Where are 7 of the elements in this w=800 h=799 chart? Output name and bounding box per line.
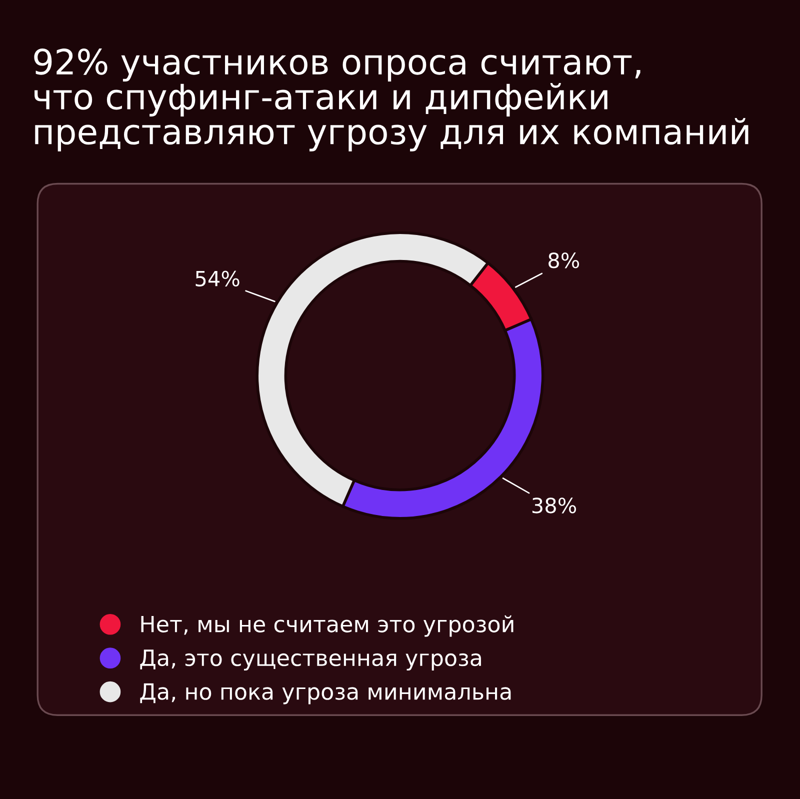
legend-label: Нет, мы не считаем это угрозой bbox=[141, 615, 514, 637]
data-label: 54% bbox=[196, 270, 240, 286]
data-label: 8% bbox=[548, 252, 580, 268]
data-label: 38% bbox=[532, 498, 576, 514]
legend-label: Да, но пока угроза минимальна bbox=[140, 683, 511, 704]
legend-label: Да, это существенная угроза bbox=[140, 650, 481, 670]
chart-title: 92% участников опроса считают, что спуфинг-атаки и дипфейки представляют угрозу для их компаний bbox=[34, 48, 748, 152]
